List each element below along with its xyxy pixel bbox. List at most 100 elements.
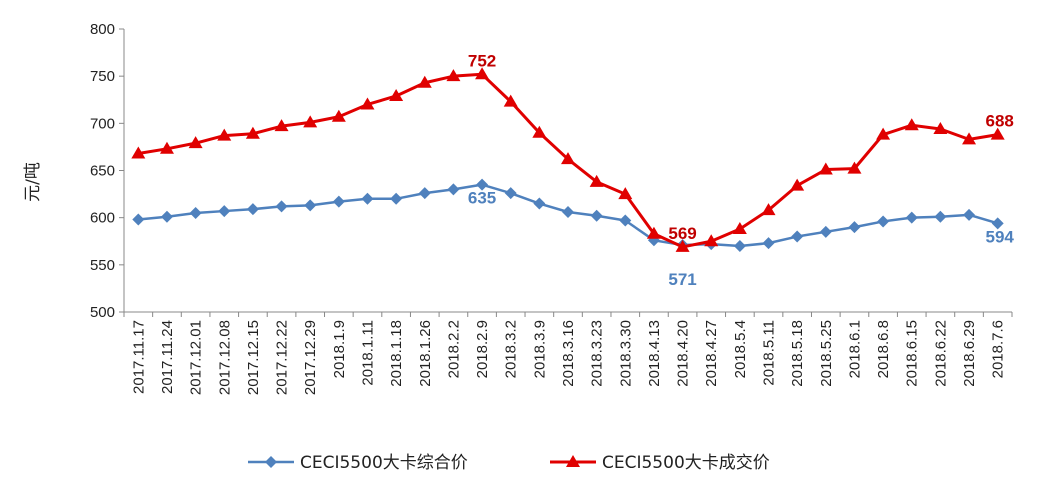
data-point — [360, 97, 375, 110]
data-point — [646, 226, 661, 239]
series-layer — [131, 67, 1005, 252]
x-tick-label: 2018.4.13 — [646, 320, 663, 387]
x-tick-label: 2018.3.2 — [503, 320, 520, 378]
data-point — [733, 239, 746, 252]
data-point — [877, 215, 890, 228]
data-point — [476, 178, 489, 191]
data-point — [417, 75, 432, 88]
legend-label: CECI5500大卡成交价 — [602, 453, 770, 473]
x-tick-label: 2018.7.6 — [990, 320, 1007, 378]
x-tick-label: 2018.3.16 — [560, 320, 577, 387]
x-tick-label: 2018.6.22 — [932, 320, 949, 387]
data-point — [418, 187, 431, 200]
legend-item-1: CECI5500大卡综合价 — [248, 453, 468, 473]
data-point — [361, 192, 374, 205]
data-point — [447, 183, 460, 196]
x-tick-label: 2017.11.17 — [130, 320, 147, 394]
x-axis: 2017.11.17 2017.11.24 2017.12.01 2017.12.08… — [123, 311, 1013, 395]
x-tick-label: 2018.5.4 — [732, 320, 749, 378]
data-label: 752 — [468, 51, 496, 70]
data-point — [332, 195, 345, 208]
data-point — [189, 206, 202, 219]
data-point — [589, 174, 604, 187]
series-2 — [131, 67, 1005, 252]
y-tick-label: 500 — [90, 304, 115, 321]
data-label: 571 — [668, 270, 696, 289]
data-point — [188, 136, 203, 149]
data-point — [904, 118, 919, 131]
data-point — [274, 119, 289, 132]
x-tick-label: 2018.5.25 — [818, 320, 835, 387]
data-point — [819, 225, 832, 238]
x-tick-label: 2018.6.1 — [846, 320, 863, 378]
data-point — [762, 237, 775, 250]
data-point — [475, 67, 490, 80]
data-point — [619, 214, 632, 227]
data-point — [533, 197, 546, 210]
x-tick-label: 2018.1.26 — [417, 320, 434, 387]
x-tick-label: 2018.6.8 — [875, 320, 892, 378]
y-axis-label: 元/吨 — [23, 162, 43, 202]
y-tick-label: 550 — [90, 257, 115, 274]
x-tick-label: 2017.12.08 — [216, 320, 233, 395]
data-point — [217, 128, 232, 141]
data-point — [246, 203, 259, 216]
data-point — [991, 217, 1004, 230]
y-tick-label: 650 — [90, 163, 115, 180]
x-tick-label: 2018.1.9 — [331, 320, 348, 378]
data-point — [905, 211, 918, 224]
x-tick-label: 2018.5.11 — [761, 320, 778, 386]
x-tick-label: 2018.1.18 — [388, 320, 405, 387]
x-tick-label: 2017.11.24 — [159, 320, 176, 394]
data-labels: 635 571 594 752 569 688 — [468, 51, 1015, 289]
y-tick-label: 700 — [90, 115, 115, 132]
data-point — [704, 234, 719, 247]
data-point — [963, 208, 976, 221]
y-tick-label: 600 — [90, 210, 115, 227]
y-tick-label: 750 — [90, 68, 115, 85]
data-point — [160, 210, 173, 223]
data-point — [390, 192, 403, 205]
data-point — [562, 206, 574, 219]
data-label: 635 — [468, 189, 496, 208]
data-point — [761, 203, 776, 216]
data-point — [790, 178, 805, 191]
legend: CECI5500大卡综合价 CECI5500大卡成交价 — [248, 453, 770, 473]
x-tick-label: 2018.5.18 — [789, 320, 806, 387]
x-tick-label: 2017.12.22 — [274, 320, 291, 395]
data-label: 569 — [668, 224, 696, 243]
x-tick-label: 2018.3.23 — [589, 320, 606, 387]
x-tick-label: 2017.12.15 — [245, 320, 262, 395]
x-tick-label: 2018.6.15 — [904, 320, 921, 387]
data-point — [446, 69, 461, 82]
data-point — [818, 162, 833, 175]
y-tick-label: 800 — [90, 21, 115, 38]
data-point — [159, 141, 174, 154]
data-point — [131, 146, 146, 159]
data-point — [245, 126, 260, 139]
legend-marker — [265, 456, 277, 468]
data-point — [503, 94, 518, 107]
data-point — [962, 132, 977, 145]
series-1 — [132, 178, 1004, 252]
y-axis: 500 550 600 650 700 750 800 — [90, 21, 125, 321]
data-point — [532, 125, 547, 138]
x-tick-label: 2018.4.27 — [703, 320, 720, 387]
data-point — [990, 127, 1005, 140]
data-point — [132, 213, 145, 226]
x-tick-label: 2018.2.2 — [445, 320, 462, 378]
data-point — [847, 161, 862, 174]
x-tick-label: 2018.2.9 — [474, 320, 491, 378]
data-point — [732, 221, 747, 234]
x-tick-label: 2017.12.01 — [188, 320, 205, 395]
x-tick-label: 2018.3.30 — [617, 320, 634, 387]
data-point — [275, 200, 288, 213]
legend-item-2: CECI5500大卡成交价 — [550, 453, 770, 473]
data-point — [590, 209, 603, 222]
data-point — [218, 205, 231, 218]
data-point — [791, 230, 804, 243]
data-point — [675, 239, 690, 252]
data-point — [504, 187, 517, 200]
data-point — [389, 88, 404, 101]
